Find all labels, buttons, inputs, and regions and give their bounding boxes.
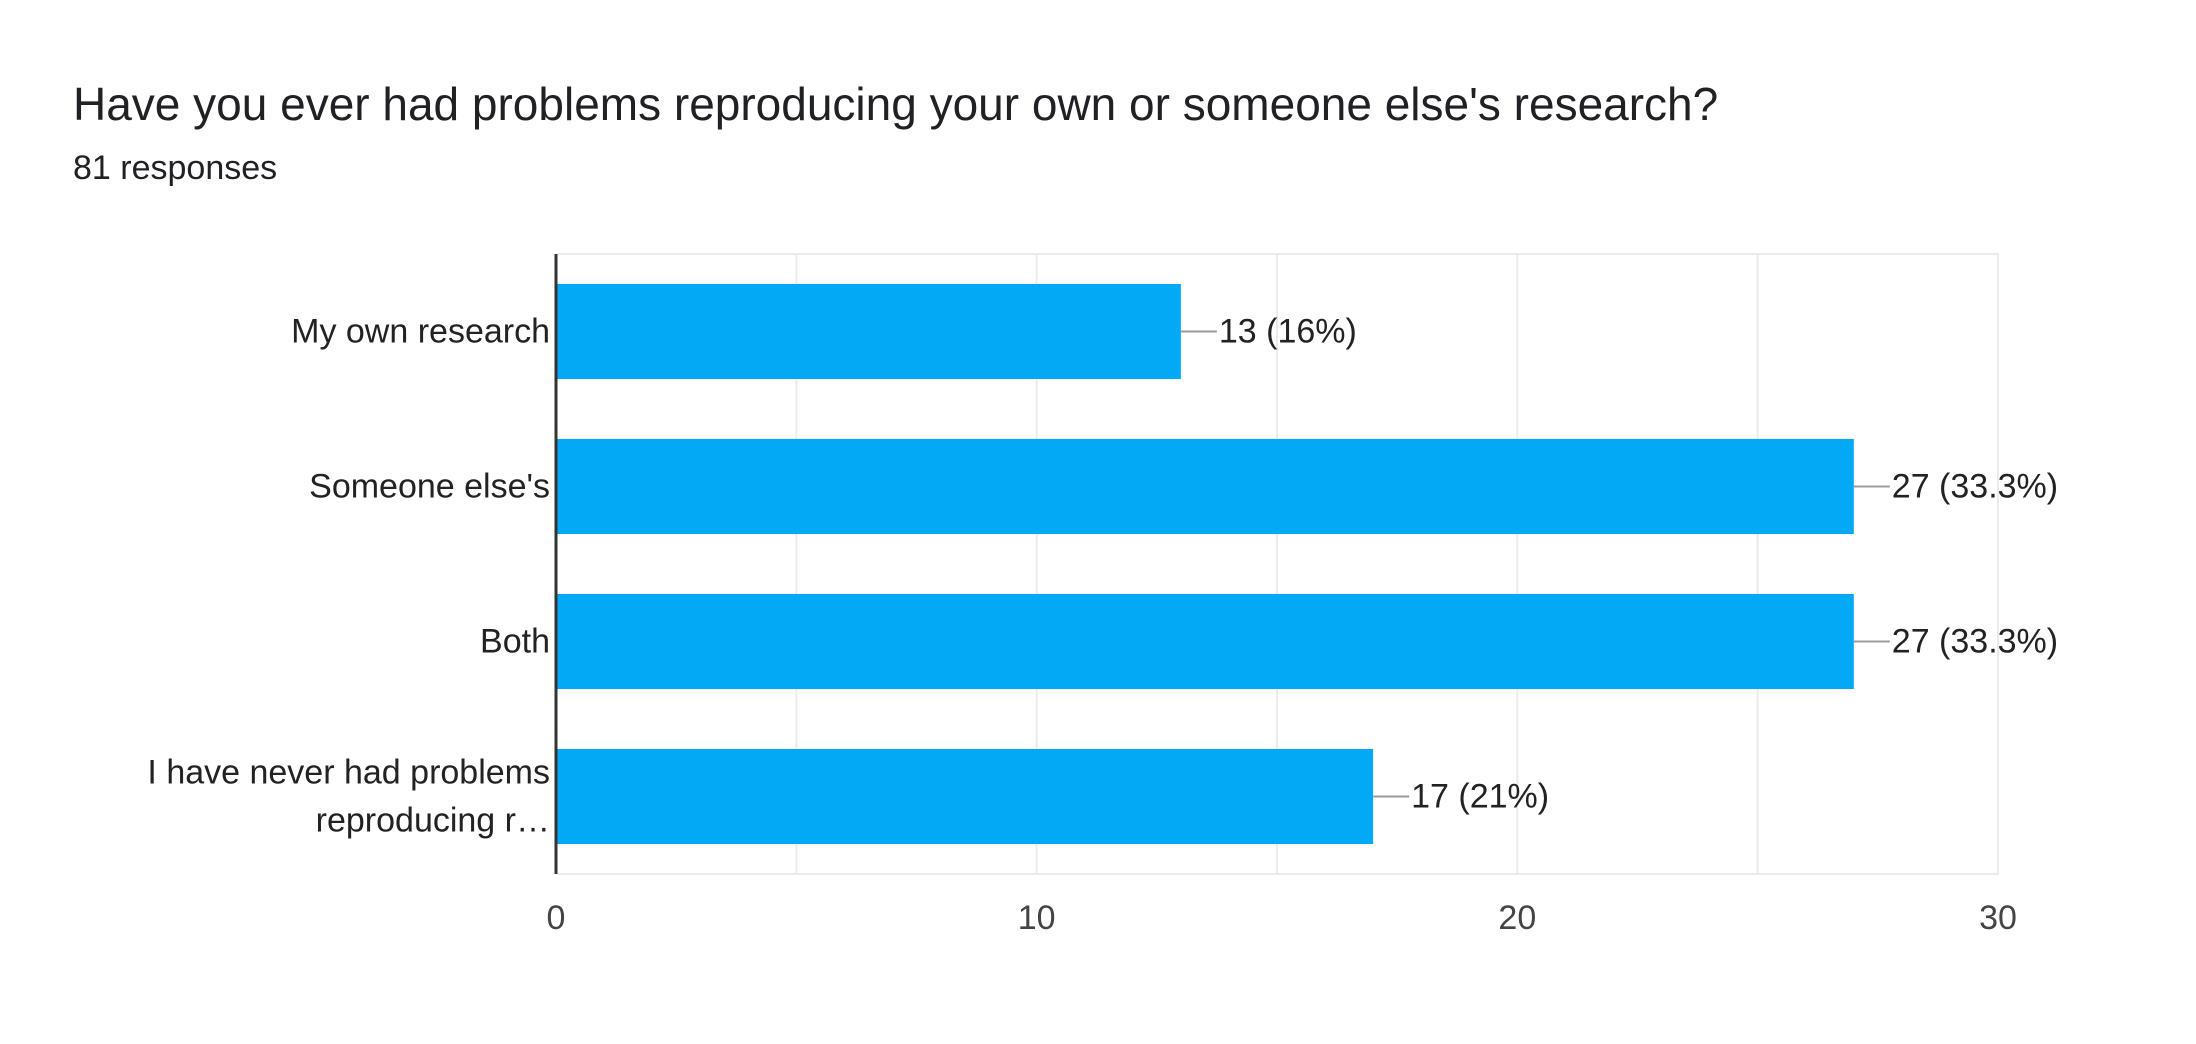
- bar: [556, 439, 1854, 534]
- data-label: 17 (21%): [1411, 778, 1549, 816]
- category-label: Both: [480, 623, 550, 661]
- category-label: Someone else's: [309, 468, 550, 506]
- category-labels: My own research Someone else's Both I have …: [147, 313, 550, 840]
- bar: [556, 284, 1181, 379]
- x-tick-label: 0: [547, 899, 566, 937]
- category-label: reproducing r…: [316, 802, 550, 840]
- bar: [556, 594, 1854, 689]
- response-count: 81 responses: [73, 149, 278, 187]
- bar: [556, 749, 1374, 844]
- data-label: 27 (33.3%): [1892, 468, 2058, 506]
- x-tick-label: 30: [1979, 899, 2017, 937]
- chart-title: Have you ever had problems reproducing y…: [73, 78, 1719, 130]
- category-label: I have never had problems: [147, 754, 550, 792]
- category-label: My own research: [291, 313, 550, 351]
- bars: [556, 284, 1854, 844]
- x-tick-label: 20: [1498, 899, 1536, 937]
- data-label: 27 (33.3%): [1892, 623, 2058, 661]
- data-label: 13 (16%): [1219, 313, 1357, 351]
- grid-lines: [556, 253, 1999, 875]
- data-labels: 13 (16%) 27 (33.3%) 27 (33.3%) 17 (21%): [1219, 313, 2058, 816]
- axis-tick-labels: 0 10 20 30: [547, 899, 2017, 937]
- x-tick-label: 10: [1018, 899, 1056, 937]
- leader-lines: [1180, 330, 1890, 798]
